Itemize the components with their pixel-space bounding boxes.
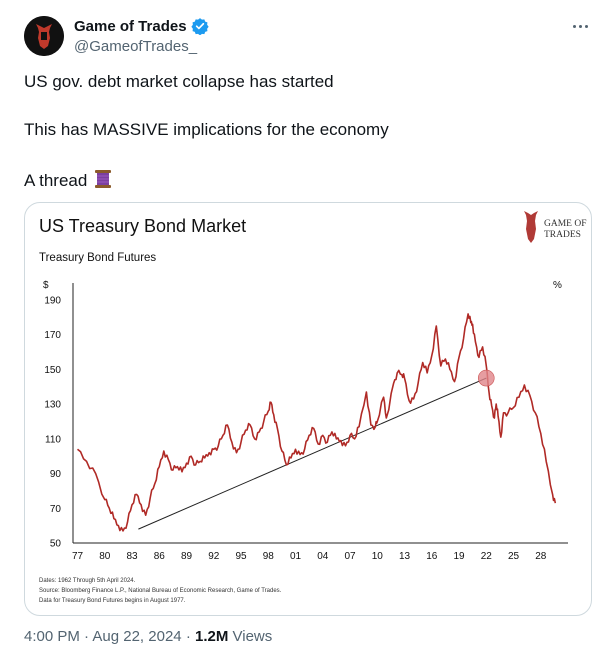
x-tick-label: 80 <box>99 551 111 562</box>
logo-text-bottom: TRADES <box>544 230 581 240</box>
x-tick-label: 77 <box>72 551 84 562</box>
y-tick-label: 70 <box>50 504 62 515</box>
views-label: Views <box>232 628 273 645</box>
y-right-unit: % <box>553 280 562 291</box>
y-tick-label: 130 <box>44 400 61 411</box>
treasury-futures-line <box>76 313 557 532</box>
y-axis: 190 170 150 130 110 90 70 50 <box>44 296 61 550</box>
more-options-icon[interactable] <box>568 16 592 36</box>
author-handle[interactable]: @GameofTrades_ <box>74 38 198 55</box>
verified-badge-icon <box>190 18 209 35</box>
x-tick-label: 19 <box>453 551 465 562</box>
meta-separator: · <box>84 628 90 645</box>
avatar[interactable] <box>24 16 64 56</box>
y-tick-label: 90 <box>50 469 62 480</box>
footnote-3: Data for Treasury Bond Futures begins in… <box>39 598 186 604</box>
tweet-date[interactable]: Aug 22, 2024 <box>92 628 182 645</box>
plot-area <box>76 313 557 532</box>
spool-of-thread-icon <box>95 170 112 188</box>
x-tick-label: 89 <box>181 551 193 562</box>
chart-title: US Treasury Bond Market <box>39 216 246 236</box>
chart-image-card[interactable]: US Treasury Bond Market Treasury Bond Fu… <box>24 202 592 616</box>
tweet-text-thread: A thread <box>24 171 88 190</box>
x-tick-label: 25 <box>508 551 520 562</box>
tweet-time[interactable]: 4:00 PM <box>24 628 80 645</box>
tweet-meta: 4:00 PM · Aug 22, 2024 · 1.2M Views <box>24 628 272 645</box>
x-tick-label: 92 <box>208 551 220 562</box>
meta-separator: · <box>185 628 191 645</box>
footnote-1: Dates: 1962 Through 5th April 2024. <box>39 578 136 584</box>
y-tick-label: 190 <box>44 296 61 307</box>
author-name-row[interactable]: Game of Trades <box>74 17 209 35</box>
y-tick-label: 150 <box>44 365 61 376</box>
y-left-unit: $ <box>43 280 49 291</box>
x-tick-label: 28 <box>535 551 547 562</box>
x-tick-label: 16 <box>426 551 438 562</box>
x-tick-label: 86 <box>154 551 166 562</box>
trendline <box>138 377 487 530</box>
logo-text-top: GAME OF <box>544 219 587 229</box>
y-tick-label: 170 <box>44 330 61 341</box>
footnote-2: Source: Bloomberg Finance L.P., National… <box>39 588 282 594</box>
x-tick-label: 01 <box>290 551 302 562</box>
x-tick-label: 13 <box>399 551 411 562</box>
x-tick-label: 95 <box>235 551 247 562</box>
x-tick-label: 07 <box>344 551 356 562</box>
y-tick-label: 110 <box>45 434 61 445</box>
game-of-trades-logo: GAME OF TRADES <box>524 211 587 243</box>
tweet-text-line-1: US gov. debt market collapse has started <box>24 72 334 91</box>
x-tick-label: 83 <box>126 551 138 562</box>
author-name[interactable]: Game of Trades <box>74 17 187 35</box>
chart-subtitle: Treasury Bond Futures <box>39 252 156 264</box>
x-tick-label: 98 <box>263 551 275 562</box>
breakdown-highlight-point <box>477 369 495 387</box>
views-count: 1.2M <box>194 628 229 645</box>
x-tick-label: 04 <box>317 551 329 562</box>
y-tick-label: 50 <box>50 539 62 550</box>
tweet-text-line-3: A thread <box>24 168 114 191</box>
tweet-text-line-2: This has MASSIVE implications for the ec… <box>24 120 389 139</box>
treasury-bond-chart: US Treasury Bond Market Treasury Bond Fu… <box>39 211 587 604</box>
x-tick-label: 10 <box>372 551 384 562</box>
bull-logo-icon <box>24 16 64 56</box>
x-tick-label: 22 <box>481 551 493 562</box>
x-axis: 77 80 83 86 89 92 95 98 01 04 07 10 13 16 19 22 25 28 <box>72 551 547 562</box>
